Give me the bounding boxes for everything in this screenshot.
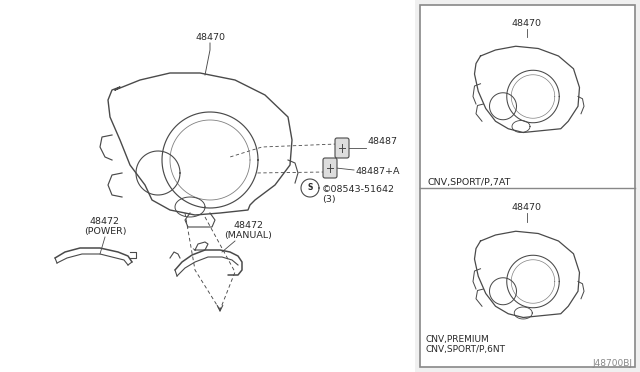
Text: 48470: 48470: [195, 33, 225, 42]
Bar: [0, 0, 415, 372]
Text: 48472
(MANUAL): 48472 (MANUAL): [224, 221, 272, 240]
FancyBboxPatch shape: [323, 158, 337, 178]
Text: CNV,SPORT/P,7AT: CNV,SPORT/P,7AT: [428, 178, 511, 187]
Text: 48487+A: 48487+A: [355, 167, 399, 176]
Text: 48470: 48470: [512, 203, 542, 212]
FancyBboxPatch shape: [335, 138, 349, 158]
Bar: [420, 5, 635, 367]
Text: 48487: 48487: [368, 138, 398, 147]
Text: J48700BJ: J48700BJ: [592, 359, 632, 368]
Text: ©08543-51642
(3): ©08543-51642 (3): [322, 185, 395, 204]
Text: S: S: [307, 183, 313, 192]
Text: 48472
(POWER): 48472 (POWER): [84, 217, 126, 236]
Text: 48470: 48470: [512, 19, 542, 28]
Text: CNV,PREMIUM
CNV,SPORT/P,6NT: CNV,PREMIUM CNV,SPORT/P,6NT: [425, 334, 505, 354]
